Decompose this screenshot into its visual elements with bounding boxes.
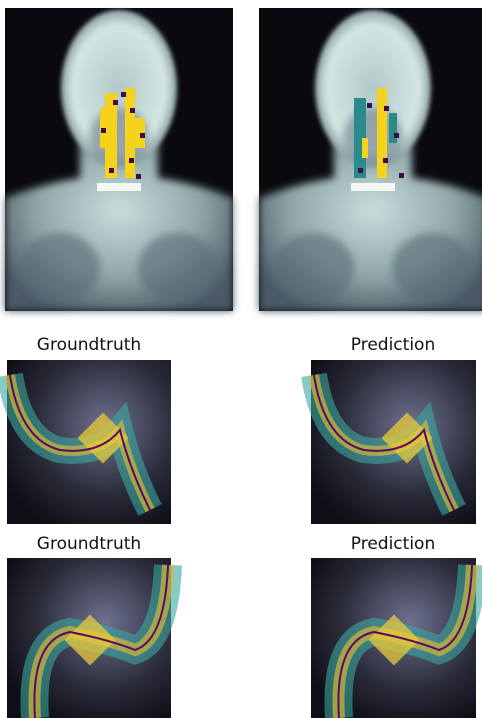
crop-prediction (311, 558, 476, 718)
xray-prediction (259, 8, 482, 311)
crop-groundtruth (7, 360, 171, 524)
figure: Groundtruth Prediction Groundtruth Predi… (0, 0, 482, 718)
xray-groundtruth (5, 8, 233, 311)
panel-title: Prediction (351, 534, 435, 554)
crop-groundtruth (7, 558, 171, 718)
crop-prediction (311, 360, 476, 524)
panel-title: Groundtruth (37, 335, 141, 355)
panel-title: Prediction (351, 335, 435, 355)
panel-title: Groundtruth (37, 534, 141, 554)
